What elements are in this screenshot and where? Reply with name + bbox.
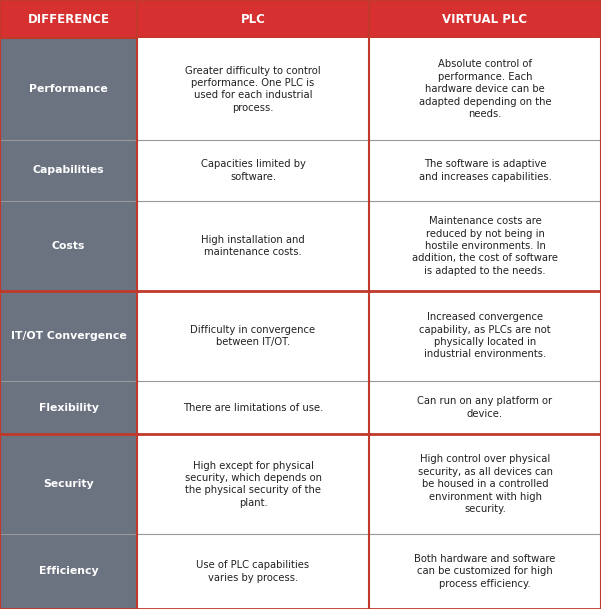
Text: Difficulty in convergence
between IT/OT.: Difficulty in convergence between IT/OT. xyxy=(191,325,316,347)
Bar xyxy=(369,381,601,434)
Text: Use of PLC capabilities
varies by process.: Use of PLC capabilities varies by proces… xyxy=(197,560,310,583)
Text: High except for physical
security, which depends on
the physical security of the: High except for physical security, which… xyxy=(185,460,322,508)
Bar xyxy=(137,0,369,38)
Bar xyxy=(137,201,369,291)
Text: DIFFERENCE: DIFFERENCE xyxy=(28,13,109,26)
Text: There are limitations of use.: There are limitations of use. xyxy=(183,403,323,412)
Text: The software is adaptive
and increases capabilities.: The software is adaptive and increases c… xyxy=(418,160,552,181)
Bar xyxy=(137,38,369,140)
Text: PLC: PLC xyxy=(240,13,266,26)
Bar xyxy=(369,291,601,381)
Bar xyxy=(137,291,369,381)
Text: High installation and
maintenance costs.: High installation and maintenance costs. xyxy=(201,234,305,257)
Bar xyxy=(369,534,601,609)
Bar xyxy=(137,381,369,434)
Text: Absolute control of
performance. Each
hardware device can be
adapted depending o: Absolute control of performance. Each ha… xyxy=(419,59,551,119)
Bar xyxy=(369,434,601,534)
Text: Capacities limited by
software.: Capacities limited by software. xyxy=(201,160,305,181)
Text: Efficiency: Efficiency xyxy=(38,566,99,577)
Bar xyxy=(369,140,601,201)
Bar xyxy=(0,534,137,609)
Text: Greater difficulty to control
performance. One PLC is
used for each industrial
p: Greater difficulty to control performanc… xyxy=(185,66,321,113)
Text: IT/OT Convergence: IT/OT Convergence xyxy=(11,331,126,341)
Text: Costs: Costs xyxy=(52,241,85,251)
Bar xyxy=(137,140,369,201)
Bar xyxy=(369,38,601,140)
Text: Performance: Performance xyxy=(29,84,108,94)
Text: Maintenance costs are
reduced by not being in
hostile environments. In
addition,: Maintenance costs are reduced by not bei… xyxy=(412,216,558,276)
Text: VIRTUAL PLC: VIRTUAL PLC xyxy=(442,13,528,26)
Text: Capabilities: Capabilities xyxy=(32,166,105,175)
Bar xyxy=(0,381,137,434)
Bar xyxy=(0,434,137,534)
Bar xyxy=(369,0,601,38)
Text: Increased convergence
capability, as PLCs are not
physically located in
industri: Increased convergence capability, as PLC… xyxy=(419,312,551,359)
Bar xyxy=(0,201,137,291)
Text: Flexibility: Flexibility xyxy=(38,403,99,412)
Bar xyxy=(0,38,137,140)
Bar xyxy=(137,434,369,534)
Bar xyxy=(0,140,137,201)
Bar xyxy=(0,0,137,38)
Bar xyxy=(0,291,137,381)
Text: High control over physical
security, as all devices can
be housed in a controlle: High control over physical security, as … xyxy=(418,454,552,514)
Bar xyxy=(369,201,601,291)
Bar xyxy=(137,534,369,609)
Text: Both hardware and software
can be customized for high
process efficiency.: Both hardware and software can be custom… xyxy=(414,554,556,589)
Text: Security: Security xyxy=(43,479,94,489)
Text: Can run on any platform or
device.: Can run on any platform or device. xyxy=(418,396,552,419)
